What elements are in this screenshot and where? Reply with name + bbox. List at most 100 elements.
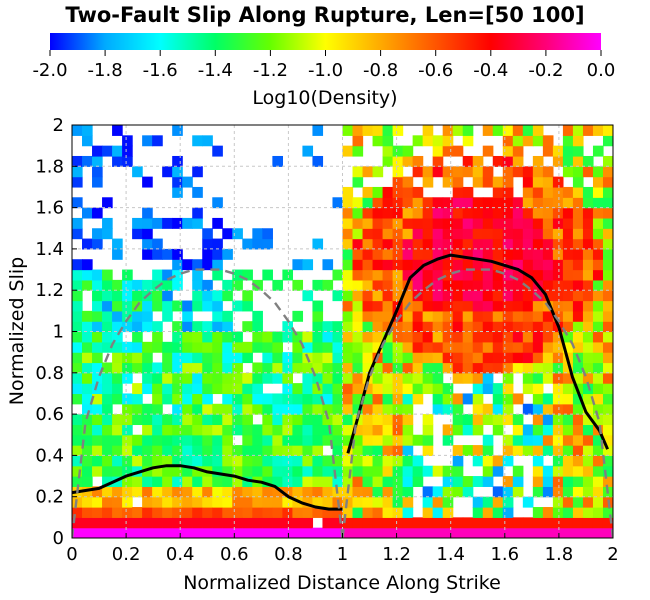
heatmap-cell — [552, 434, 564, 446]
heatmap-cell — [422, 434, 434, 446]
heatmap-cell — [132, 166, 143, 178]
heatmap-cell — [562, 486, 574, 498]
x-tick-label: 1.6 — [490, 544, 519, 565]
heatmap-cell — [292, 393, 304, 405]
heatmap-cell — [552, 248, 564, 260]
heatmap-cell — [592, 207, 604, 219]
heatmap-cell — [502, 527, 514, 538]
heatmap-cell — [432, 238, 444, 250]
heatmap-cell — [542, 135, 554, 147]
heatmap-cell — [502, 217, 514, 229]
heatmap-cell — [222, 321, 233, 333]
colorbar-tick-label: -1.2 — [253, 60, 288, 81]
heatmap-cell — [72, 310, 83, 322]
heatmap-cell — [212, 496, 223, 508]
heatmap-cell — [372, 259, 384, 271]
heatmap-cell — [492, 217, 504, 229]
heatmap-cell — [362, 486, 374, 498]
heatmap-cell — [332, 331, 344, 343]
heatmap-cell — [372, 238, 384, 250]
heatmap-cell — [572, 217, 584, 229]
heatmap-cell — [232, 486, 243, 498]
heatmap-cell — [262, 352, 273, 364]
heatmap-cell — [592, 352, 604, 364]
heatmap-cell — [352, 207, 364, 219]
heatmap-cell — [502, 517, 514, 529]
heatmap-cell — [472, 259, 484, 271]
heatmap-cell — [232, 372, 243, 384]
heatmap-cell — [82, 269, 93, 281]
heatmap-cell — [382, 527, 394, 538]
heatmap-cell — [482, 176, 494, 188]
heatmap-cell — [112, 279, 123, 291]
heatmap-cell — [512, 331, 524, 343]
heatmap-cell — [452, 372, 464, 384]
heatmap-cell — [492, 279, 504, 291]
heatmap-cell — [552, 186, 564, 198]
heatmap-cell — [312, 507, 324, 518]
heatmap-cell — [72, 290, 83, 302]
heatmap-cell — [272, 507, 283, 518]
heatmap-cell — [242, 445, 253, 456]
heatmap-cell — [432, 310, 444, 322]
heatmap-cell — [112, 341, 123, 353]
heatmap-cell — [522, 290, 534, 302]
heatmap-cell — [82, 496, 93, 508]
heatmap-cell — [432, 321, 444, 333]
heatmap-cell — [462, 155, 474, 167]
heatmap-cell — [372, 217, 384, 229]
heatmap-cell — [82, 207, 93, 219]
heatmap-cell — [122, 476, 133, 487]
heatmap-cell — [582, 445, 594, 456]
heatmap-cell — [402, 228, 414, 240]
heatmap-cell — [572, 321, 584, 333]
heatmap-cell — [392, 269, 404, 281]
heatmap-cell — [462, 197, 474, 209]
heatmap-cell — [592, 228, 604, 240]
heatmap-cell — [552, 197, 564, 209]
heatmap-cell — [432, 217, 444, 229]
heatmap-cell — [522, 228, 534, 240]
heatmap-cell — [142, 238, 153, 250]
heatmap-cell — [202, 496, 213, 508]
heatmap-cell — [602, 403, 613, 415]
heatmap-cell — [452, 362, 464, 374]
heatmap-cell — [122, 527, 133, 538]
heatmap-cell — [522, 331, 534, 343]
heatmap-cell — [392, 362, 404, 374]
heatmap-cell — [382, 135, 394, 147]
heatmap-cell — [262, 403, 273, 415]
heatmap-cell — [372, 455, 384, 467]
heatmap-cell — [422, 290, 434, 302]
heatmap-cell — [442, 310, 454, 322]
heatmap-cell — [542, 414, 554, 426]
heatmap-cell — [422, 248, 434, 260]
heatmap-cell — [262, 238, 273, 250]
heatmap-cell — [522, 434, 534, 446]
heatmap-cell — [332, 290, 344, 302]
heatmap-cell — [442, 424, 454, 436]
heatmap-cell — [542, 372, 554, 384]
heatmap-cell — [582, 238, 594, 250]
heatmap-cell — [122, 290, 133, 302]
heatmap-cell — [202, 455, 213, 467]
heatmap-cell — [382, 155, 394, 167]
heatmap-cell — [562, 465, 574, 477]
heatmap-cell — [602, 197, 613, 209]
heatmap-cell — [172, 383, 183, 395]
heatmap-cell — [342, 125, 354, 136]
heatmap-cell — [472, 383, 484, 395]
heatmap-cell — [352, 362, 364, 374]
heatmap-cell — [232, 228, 243, 240]
heatmap-cell — [182, 455, 193, 467]
heatmap-cell — [512, 465, 524, 477]
heatmap-cell — [182, 341, 193, 353]
heatmap-cell — [512, 125, 524, 136]
heatmap-cell — [72, 517, 83, 529]
heatmap-cell — [352, 135, 364, 147]
heatmap-cell — [442, 486, 454, 498]
heatmap-cell — [372, 290, 384, 302]
heatmap-cell — [532, 362, 544, 374]
heatmap-cell — [252, 372, 263, 384]
chart-title: Two-Fault Slip Along Rupture, Len=[50 10… — [65, 3, 584, 27]
